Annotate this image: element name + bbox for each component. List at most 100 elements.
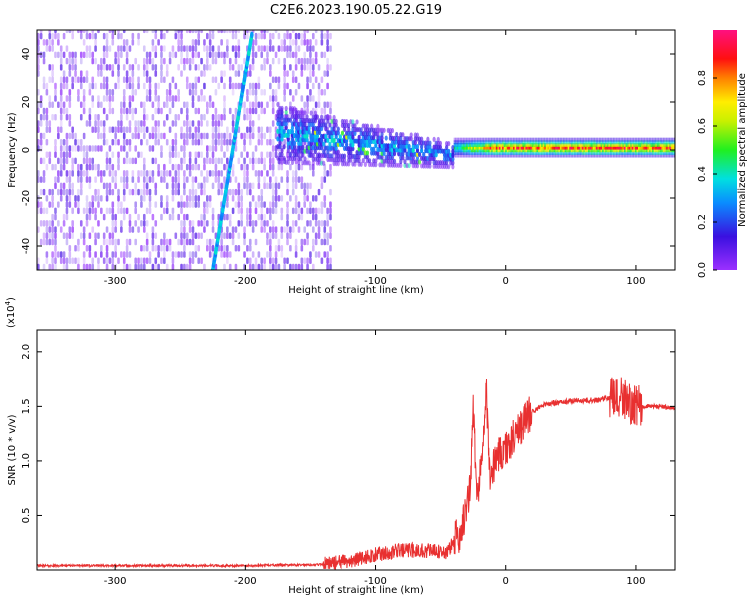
heatmap-cell xyxy=(185,213,189,221)
heatmap-cell xyxy=(306,207,309,215)
heatmap-cell xyxy=(567,150,570,155)
heatmap-cell xyxy=(251,107,255,115)
heatmap-cell xyxy=(145,114,149,121)
heatmap-cell xyxy=(271,157,275,165)
heatmap-cell xyxy=(94,207,97,215)
heatmap-cell xyxy=(282,155,286,161)
heatmap-cell xyxy=(314,220,318,227)
heatmap-cell xyxy=(586,150,589,155)
heatmap-cell xyxy=(183,138,186,146)
heatmap-cell xyxy=(111,226,115,233)
heatmap-cell xyxy=(194,89,198,96)
heatmap-cell xyxy=(71,170,74,177)
heatmap-cell xyxy=(234,57,238,65)
heatmap-cell xyxy=(527,140,530,145)
heatmap-cell xyxy=(231,232,235,240)
heatmap-cell xyxy=(145,70,149,77)
heatmap-cell xyxy=(661,142,664,147)
heatmap-cell xyxy=(180,201,183,208)
heatmap-cell xyxy=(228,30,232,34)
heatmap-cell xyxy=(100,195,103,202)
heatmap-cell xyxy=(351,119,355,125)
heatmap-cell xyxy=(500,142,503,147)
heatmap-cell xyxy=(188,263,192,270)
heatmap-cell xyxy=(300,213,304,221)
heatmap-cell xyxy=(168,89,172,96)
heatmap-cell xyxy=(171,207,175,215)
heatmap-cell xyxy=(320,182,324,190)
heatmap-cell xyxy=(37,126,40,133)
heatmap-cell xyxy=(223,176,226,183)
heatmap-cell xyxy=(94,163,97,171)
heatmap-cell xyxy=(271,89,275,96)
heatmap-cell xyxy=(365,150,370,156)
heatmap-cell xyxy=(644,142,647,147)
heatmap-cell xyxy=(117,201,120,208)
heatmap-cell xyxy=(105,64,109,71)
heatmap-cell xyxy=(329,163,332,171)
heatmap-cell xyxy=(456,148,459,153)
heatmap-cell xyxy=(65,57,69,65)
heatmap-cell xyxy=(257,45,261,52)
heatmap-cell xyxy=(85,120,89,127)
heatmap-cell xyxy=(163,251,166,258)
heatmap-cell xyxy=(254,95,258,102)
heatmap-cell xyxy=(415,155,420,161)
x-tick-label: 0 xyxy=(503,576,509,587)
heatmap-cell xyxy=(237,70,241,77)
heatmap-cell xyxy=(128,101,132,109)
heatmap-cell xyxy=(592,148,595,153)
heatmap-cell xyxy=(39,238,43,246)
heatmap-cell xyxy=(597,148,600,153)
heatmap-cell xyxy=(223,82,226,90)
heatmap-cell xyxy=(74,70,77,77)
heatmap-cell xyxy=(214,145,218,152)
heatmap-cell xyxy=(458,137,461,142)
heatmap-cell xyxy=(523,142,527,147)
heatmap-cell xyxy=(630,142,633,147)
heatmap-cell xyxy=(82,157,86,165)
heatmap-cell xyxy=(484,140,488,145)
heatmap-cell xyxy=(630,150,633,155)
heatmap-cell xyxy=(326,238,329,246)
heatmap-cell xyxy=(134,132,137,140)
heatmap-cell xyxy=(251,101,255,109)
heatmap-cell xyxy=(291,51,295,59)
heatmap-cell xyxy=(455,140,458,145)
heatmap-cell xyxy=(633,153,636,158)
heatmap-cell xyxy=(243,176,246,183)
heatmap-cell xyxy=(315,114,320,120)
heatmap-cell xyxy=(194,245,198,252)
heatmap-cell xyxy=(140,101,143,109)
heatmap-cell xyxy=(206,201,209,208)
heatmap-cell xyxy=(329,207,332,215)
heatmap-cell xyxy=(154,120,158,127)
heatmap-cell xyxy=(277,57,281,65)
heatmap-cell xyxy=(300,70,304,77)
heatmap-cell xyxy=(128,95,132,102)
heatmap-cell xyxy=(246,176,249,183)
heatmap-cell xyxy=(120,201,123,208)
heatmap-cell xyxy=(506,148,509,153)
heatmap-cell xyxy=(625,142,628,147)
heatmap-cell xyxy=(286,182,289,190)
heatmap-cell xyxy=(672,153,675,158)
heatmap-cell xyxy=(97,126,100,133)
heatmap-cell xyxy=(575,137,578,142)
heatmap-cell xyxy=(142,107,146,115)
heatmap-cell xyxy=(88,201,92,208)
heatmap-cell xyxy=(475,140,478,145)
heatmap-cell xyxy=(142,70,146,77)
heatmap-cell xyxy=(77,195,80,202)
heatmap-cell xyxy=(473,140,477,145)
heatmap-cell xyxy=(117,32,120,40)
heatmap-cell xyxy=(94,114,97,121)
heatmap-cell xyxy=(317,156,322,162)
heatmap-cell xyxy=(168,145,172,152)
heatmap-cell xyxy=(157,163,160,171)
heatmap-cell xyxy=(656,145,659,150)
heatmap-cell xyxy=(500,153,503,158)
heatmap-cell xyxy=(466,153,469,158)
heatmap-cell xyxy=(105,82,109,90)
heatmap-cell xyxy=(57,176,60,183)
